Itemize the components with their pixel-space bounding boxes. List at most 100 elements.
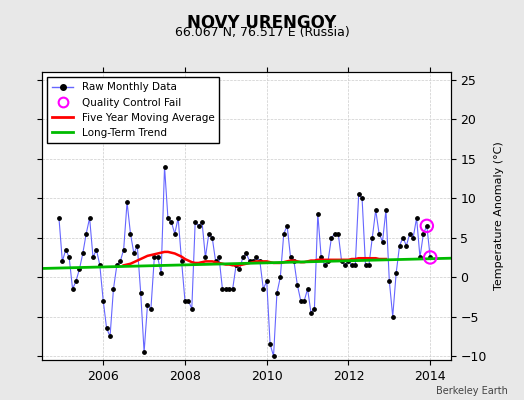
Point bbox=[290, 258, 298, 264]
Point bbox=[85, 215, 94, 221]
Point bbox=[75, 266, 84, 272]
Point bbox=[55, 215, 63, 221]
Point bbox=[150, 254, 158, 261]
Point bbox=[160, 164, 169, 170]
Point bbox=[385, 278, 394, 284]
Text: Berkeley Earth: Berkeley Earth bbox=[436, 386, 508, 396]
Point bbox=[313, 211, 322, 217]
Point bbox=[334, 230, 342, 237]
Point bbox=[307, 310, 315, 316]
Point bbox=[102, 325, 111, 332]
Point bbox=[92, 246, 101, 253]
Point bbox=[222, 286, 230, 292]
Point bbox=[215, 254, 223, 261]
Point bbox=[426, 254, 434, 261]
Point bbox=[219, 286, 227, 292]
Point bbox=[272, 290, 281, 296]
Point bbox=[242, 250, 250, 257]
Point bbox=[208, 234, 216, 241]
Point bbox=[412, 215, 421, 221]
Point bbox=[331, 230, 339, 237]
Point bbox=[317, 254, 325, 261]
Point bbox=[337, 258, 346, 264]
Point bbox=[283, 223, 291, 229]
Point bbox=[147, 306, 155, 312]
Point bbox=[406, 230, 414, 237]
Point bbox=[365, 262, 373, 268]
Point bbox=[416, 254, 424, 261]
Point bbox=[372, 207, 380, 213]
Point bbox=[269, 353, 278, 359]
Point bbox=[310, 306, 319, 312]
Point bbox=[354, 191, 363, 198]
Point bbox=[89, 254, 97, 261]
Point bbox=[154, 254, 162, 261]
Point bbox=[96, 262, 104, 268]
Point bbox=[239, 254, 247, 261]
Point bbox=[235, 266, 244, 272]
Text: 66.067 N, 76.517 E (Russia): 66.067 N, 76.517 E (Russia) bbox=[174, 26, 350, 39]
Point bbox=[409, 234, 417, 241]
Point bbox=[402, 242, 411, 249]
Point bbox=[228, 286, 237, 292]
Point bbox=[426, 254, 434, 261]
Point bbox=[249, 258, 257, 264]
Point bbox=[225, 286, 233, 292]
Point bbox=[388, 314, 397, 320]
Point bbox=[263, 278, 271, 284]
Point bbox=[178, 258, 186, 264]
Point bbox=[171, 230, 179, 237]
Point bbox=[61, 246, 70, 253]
Point bbox=[191, 219, 200, 225]
Point bbox=[184, 298, 192, 304]
Point bbox=[392, 270, 400, 276]
Legend: Raw Monthly Data, Quality Control Fail, Five Year Moving Average, Long-Term Tren: Raw Monthly Data, Quality Control Fail, … bbox=[47, 77, 220, 143]
Y-axis label: Temperature Anomaly (°C): Temperature Anomaly (°C) bbox=[494, 142, 504, 290]
Point bbox=[198, 219, 206, 225]
Point bbox=[375, 230, 384, 237]
Point bbox=[201, 254, 210, 261]
Point bbox=[362, 262, 370, 268]
Point bbox=[341, 262, 350, 268]
Point bbox=[266, 341, 274, 348]
Point bbox=[286, 254, 294, 261]
Point bbox=[212, 258, 220, 264]
Point bbox=[252, 254, 260, 261]
Point bbox=[113, 262, 121, 268]
Point bbox=[119, 246, 128, 253]
Point bbox=[276, 274, 285, 280]
Point bbox=[204, 230, 213, 237]
Point bbox=[129, 250, 138, 257]
Point bbox=[351, 262, 359, 268]
Point bbox=[140, 349, 148, 355]
Point bbox=[82, 230, 90, 237]
Point bbox=[99, 298, 107, 304]
Point bbox=[126, 230, 135, 237]
Point bbox=[109, 286, 117, 292]
Point bbox=[399, 234, 407, 241]
Point bbox=[137, 290, 145, 296]
Point bbox=[293, 282, 301, 288]
Point bbox=[259, 286, 268, 292]
Point bbox=[297, 298, 305, 304]
Point bbox=[419, 230, 428, 237]
Point bbox=[106, 333, 114, 340]
Point bbox=[163, 215, 172, 221]
Point bbox=[194, 223, 203, 229]
Point bbox=[72, 278, 80, 284]
Point bbox=[256, 258, 264, 264]
Point bbox=[280, 230, 288, 237]
Point bbox=[188, 306, 196, 312]
Point bbox=[68, 286, 77, 292]
Point bbox=[116, 258, 125, 264]
Point bbox=[423, 223, 431, 229]
Point bbox=[133, 242, 141, 249]
Point bbox=[65, 254, 73, 261]
Point bbox=[324, 258, 332, 264]
Point bbox=[79, 250, 87, 257]
Point bbox=[245, 258, 254, 264]
Point bbox=[378, 238, 387, 245]
Point bbox=[157, 270, 166, 276]
Point bbox=[396, 242, 404, 249]
Point bbox=[327, 234, 335, 241]
